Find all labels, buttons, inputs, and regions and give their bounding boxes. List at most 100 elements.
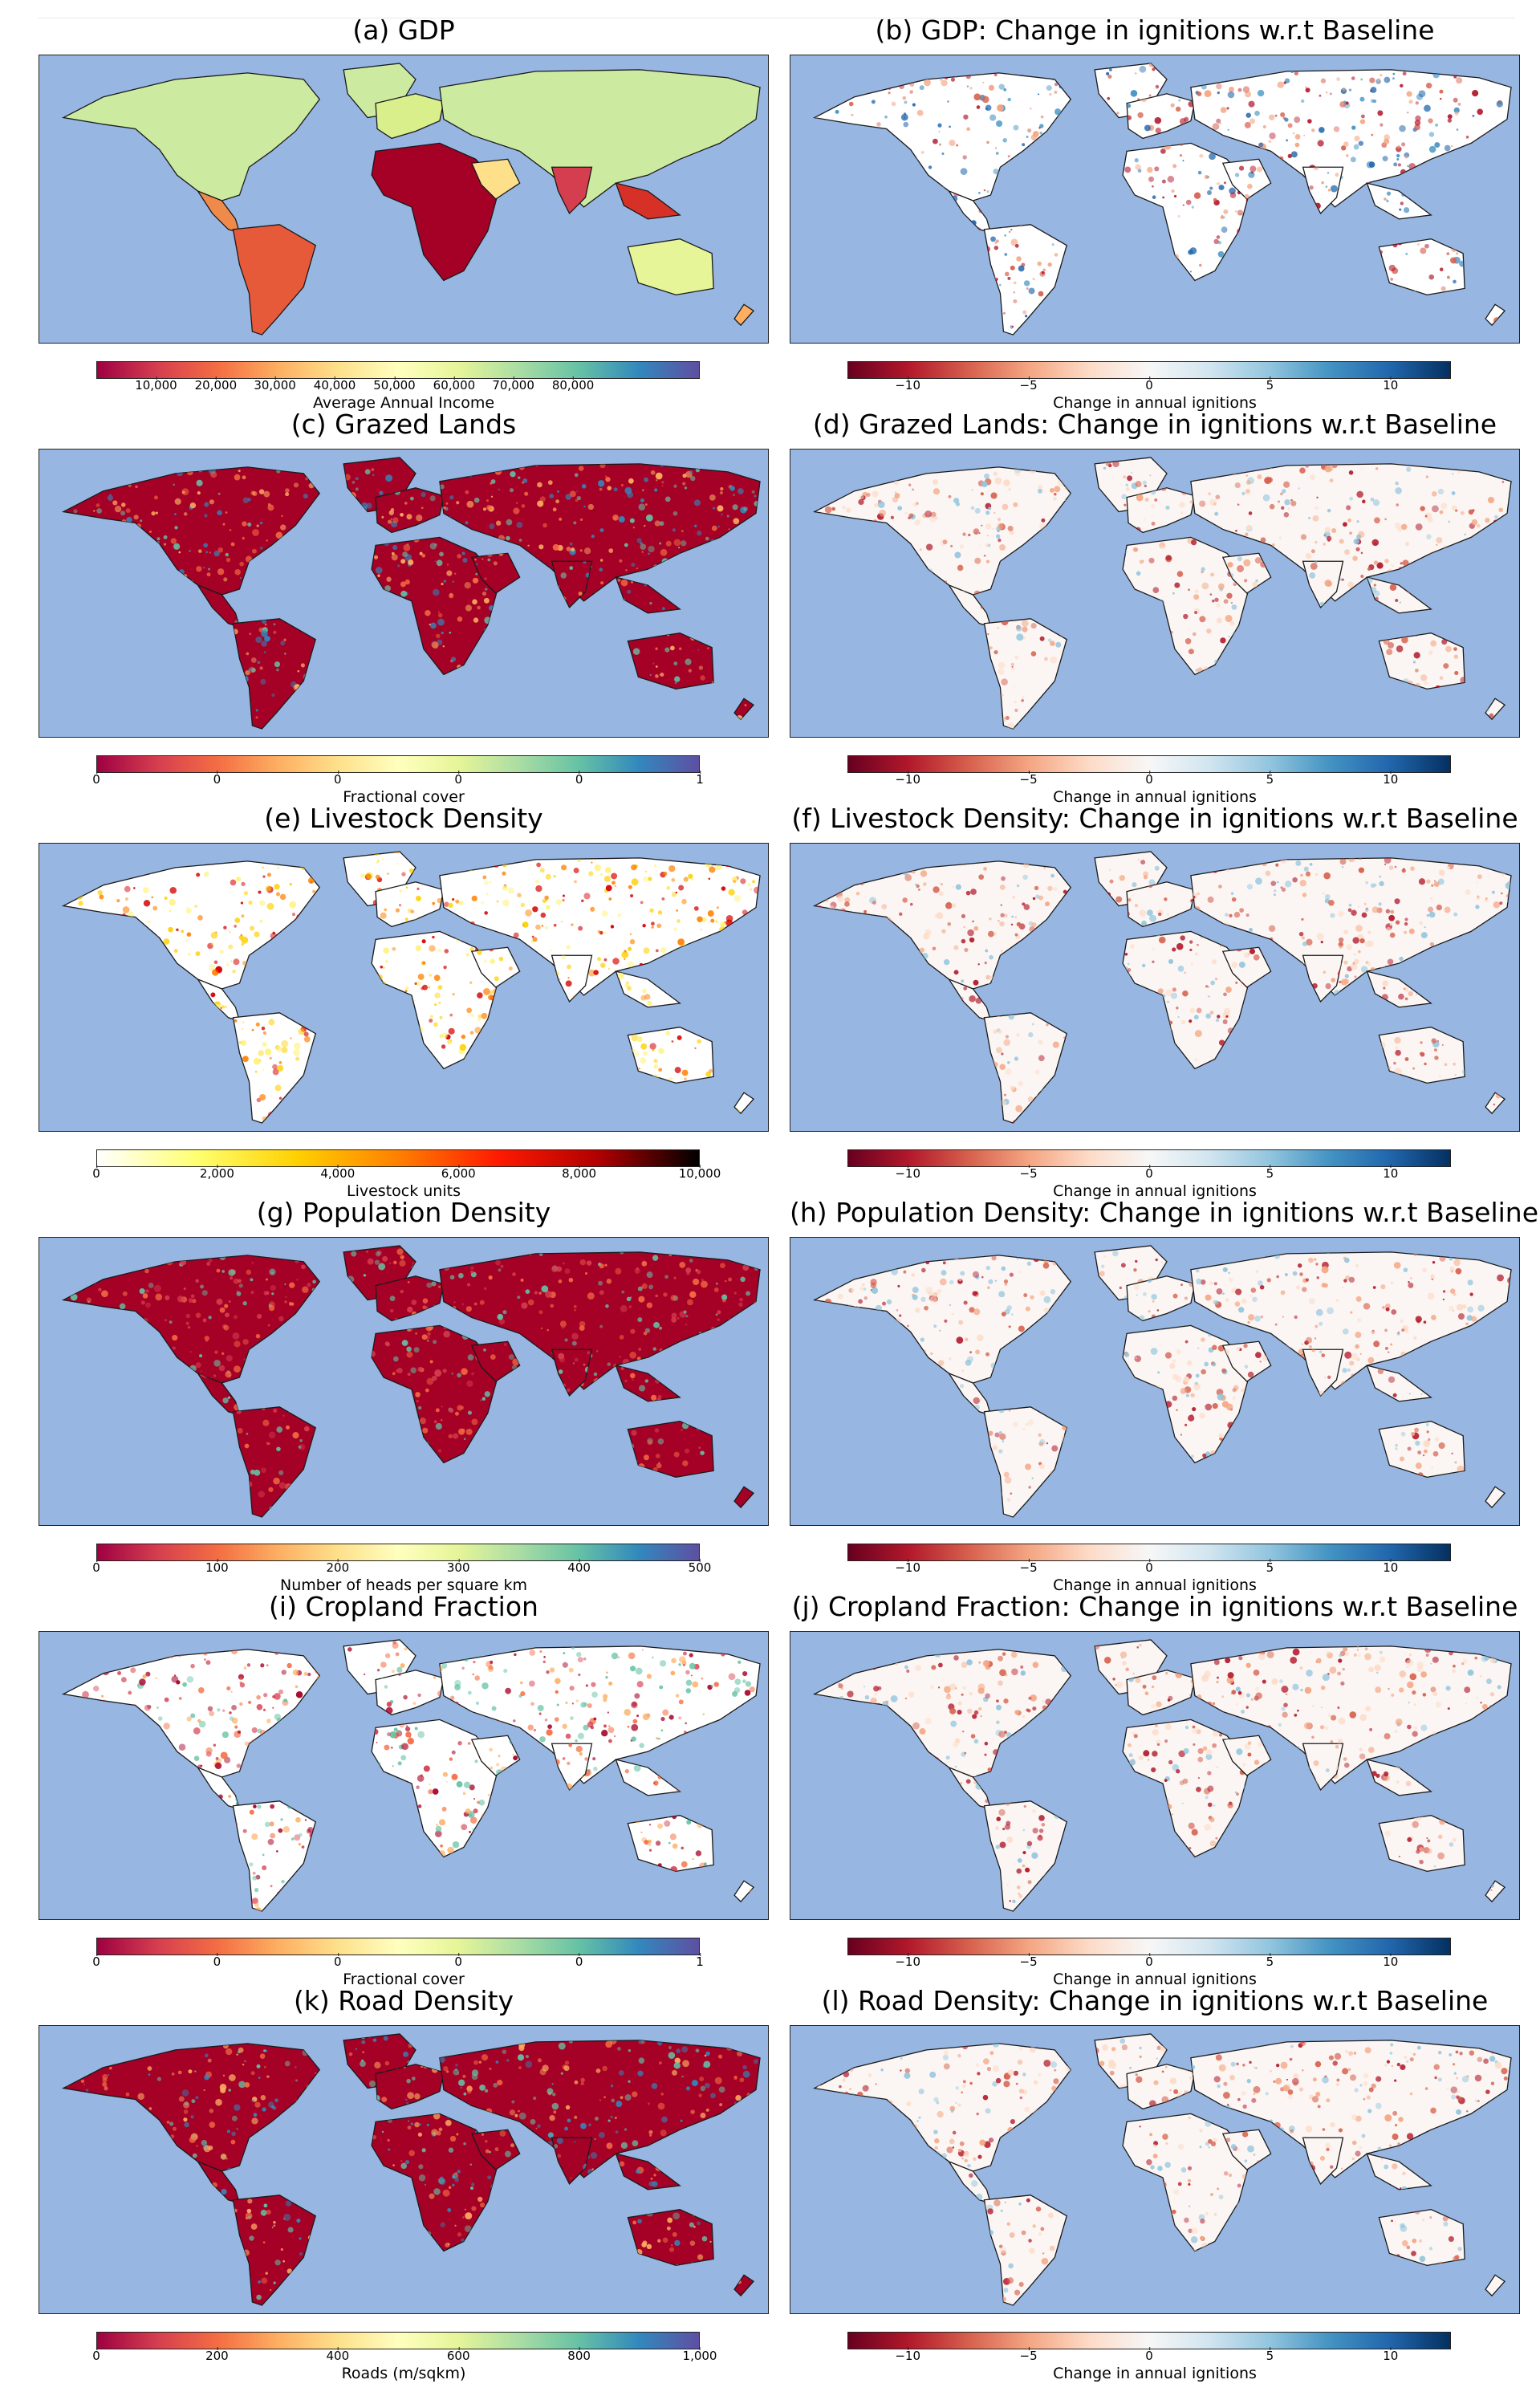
arabia-detail	[1227, 556, 1271, 591]
colorbar-tick-label: 10,000	[135, 376, 177, 393]
world-map	[790, 843, 1520, 1132]
colorbar-tick-label: 20,000	[194, 376, 238, 393]
colorbar-tick-label: 300	[446, 1559, 470, 1575]
colorbar-tick-label: 5	[1266, 771, 1274, 787]
south-america-landmass	[983, 2195, 1068, 2306]
australia-landmass	[1378, 2209, 1465, 2266]
colorbar-tick-label: 0	[454, 771, 462, 787]
colorbar	[96, 1938, 700, 1955]
colorbar-label: Change in annual ignitions	[1053, 394, 1257, 412]
panel-c-grazed-lands: (c) Grazed Lands 0 0 0 0 0 1 Fractional cover	[39, 409, 769, 806]
colorbar-tick-label: 400	[326, 2347, 350, 2363]
greenland-detail	[1095, 2036, 1167, 2089]
panel-e-livestock-density: (e) Livestock Density 0 2,000 4,000 6,000 8,…	[39, 803, 769, 1200]
colorbar-tick-label: 1	[696, 771, 704, 787]
europe-landmass	[375, 2064, 445, 2110]
panel-title: (b) GDP: Change in ignitions w.r.t Basel…	[875, 14, 1435, 46]
india-landmass	[551, 2137, 593, 2185]
asia-landmass	[1190, 857, 1512, 996]
colorbar	[96, 1149, 700, 1167]
colorbar-tick-label: 40,000	[313, 376, 356, 393]
colorbar-tick-label: 5	[1266, 1953, 1274, 1969]
southeast-asia-landmass	[615, 576, 681, 614]
arabia-landmass	[470, 1340, 521, 1382]
world-map-svg	[39, 55, 768, 343]
world-map	[39, 55, 769, 344]
arabia-landmass	[470, 1735, 521, 1776]
colorbar-tick-label: −10	[895, 2347, 921, 2363]
southeast-asia-landmass	[615, 182, 681, 220]
colorbar-ticks: 0 0 0 0 0 1	[92, 771, 704, 789]
panel-l-road-density-change: (l) Road Density: Change in ignitions w.…	[790, 1985, 1520, 2382]
colorbar-ticks: −10 −5 0 5 10	[847, 1559, 1451, 1577]
colorbar-tick-label: 4,000	[320, 1165, 356, 1181]
asia-landmass	[1190, 1251, 1512, 1390]
asia-landmass	[439, 1645, 761, 1784]
colorbar-tick-label: −10	[895, 771, 921, 787]
colorbar-ticks: 0 0 0 0 0 1	[92, 1953, 704, 1971]
colorbar	[96, 361, 700, 379]
new-zealand-landmass	[733, 1486, 755, 1509]
colorbar-tick-label: 0	[1145, 2347, 1153, 2363]
australia-landmass	[627, 1815, 714, 1872]
arabia-landmass	[1221, 2129, 1272, 2170]
colorbar-tick-label: 800	[567, 2347, 591, 2363]
north-america-landmass	[61, 2043, 321, 2172]
colorbar-tick-label: 200	[326, 1559, 350, 1575]
colorbar-tick-label: 6,000	[441, 1165, 476, 1181]
australia-landmass	[627, 1027, 714, 1084]
colorbar-tick-label: 5	[1266, 1165, 1274, 1181]
new-zealand-landmass	[1485, 1486, 1506, 1509]
panel-title: (e) Livestock Density	[264, 803, 543, 834]
colorbar-tick-label: 0	[1145, 376, 1153, 393]
colorbar-tick-label: 0	[575, 1953, 583, 1969]
colorbar-tick-label: 10,000	[678, 1165, 721, 1181]
europe-landmass	[1126, 487, 1196, 534]
north-america-landmass	[812, 72, 1072, 201]
panel-title: (d) Grazed Lands: Change in ignitions w.…	[812, 409, 1497, 440]
africa-landmass	[1122, 536, 1252, 676]
arabia-landmass	[470, 158, 521, 200]
colorbar-tick-label: 0	[92, 771, 100, 787]
colorbar-tick-label: 0	[1145, 1165, 1153, 1181]
southeast-asia-landmass	[1366, 1759, 1432, 1796]
north-america-landmass	[812, 466, 1072, 596]
africa-landmass	[1122, 142, 1252, 282]
africa-landmass	[1122, 1324, 1252, 1464]
europe-landmass	[1126, 93, 1196, 140]
new-zealand-landmass	[1485, 1880, 1506, 1903]
world-map-svg	[790, 844, 1519, 1131]
australia-detail	[1379, 1423, 1465, 1478]
world-map-svg	[790, 55, 1519, 343]
india-landmass	[1302, 2137, 1344, 2185]
colorbar-tick-label: 8,000	[562, 1165, 597, 1181]
colorbar-ticks: 0 100 200 300 400 500	[92, 1559, 711, 1577]
panel-j-cropland-fraction-change: (j) Cropland Fraction: Change in ignitio…	[790, 1591, 1520, 1988]
colorbar-label: Change in annual ignitions	[1053, 1576, 1257, 1594]
south-america-landmass	[983, 618, 1068, 730]
colorbar-tick-label: 10	[1383, 1165, 1399, 1181]
arabia-landmass	[1221, 1735, 1272, 1776]
north-america-landmass	[61, 860, 321, 990]
india-landmass	[1302, 166, 1344, 214]
europe-landmass	[375, 93, 445, 140]
colorbar-tick-label: 0	[92, 1559, 100, 1575]
europe-detail	[381, 489, 436, 530]
colorbar-ticks: 10,000 20,000 30,000 40,000 50,000 60,000 70,0…	[96, 376, 700, 395]
panel-g-population-density: (g) Population Density 0 100 200 300 400 500 …	[39, 1197, 769, 1594]
colorbar-tick-label: 30,000	[254, 376, 296, 393]
panel-title: (g) Population Density	[256, 1197, 551, 1228]
world-map-svg	[39, 1632, 768, 1919]
colorbar-label: Change in annual ignitions	[1053, 2365, 1257, 2382]
asia-landmass	[439, 857, 761, 996]
panel-title: (h) Population Density: Change in igniti…	[790, 1197, 1539, 1228]
world-map-svg	[39, 1238, 768, 1525]
panel-f-livestock-density-change: (f) Livestock Density: Change in ignitio…	[790, 803, 1520, 1200]
north-america-landmass	[812, 860, 1072, 990]
new-zealand-landmass	[733, 1092, 755, 1115]
colorbar-tick-label: −10	[895, 376, 921, 393]
southeast-asia-landmass	[1366, 576, 1432, 614]
colorbar-tick-label: 5	[1266, 1559, 1274, 1575]
colorbar-ticks: 0 200 400 600 800 1,000	[92, 2347, 717, 2365]
arabia-landmass	[470, 946, 521, 988]
